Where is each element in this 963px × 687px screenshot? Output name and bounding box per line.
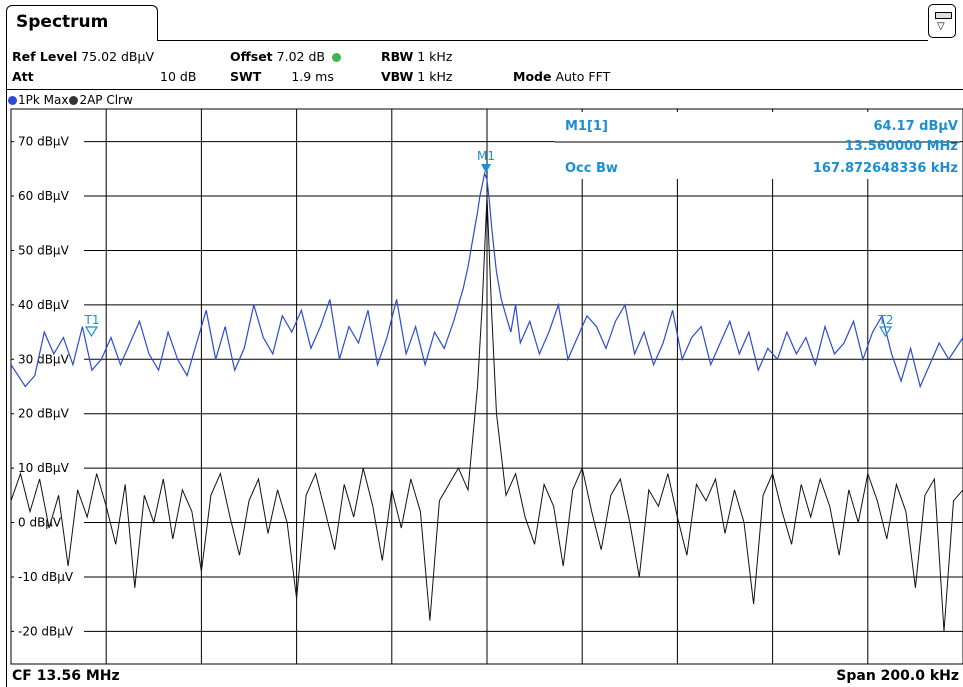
ref-level-value: 75.02 dBµV <box>81 49 155 64</box>
y-tick-label: -10 dBµV <box>18 570 74 584</box>
y-tick-label: 70 dBµV <box>18 135 70 149</box>
vbw-info: VBW 1 kHz <box>381 70 452 84</box>
grid <box>11 109 963 664</box>
marker-t2-tag[interactable]: T2 <box>878 313 894 327</box>
rbw-info: RBW 1 kHz <box>381 50 452 64</box>
occ-bw-value: 167.872648336 kHz <box>813 161 958 176</box>
vbw-value: 1 kHz <box>417 69 453 84</box>
trace2-label: 2AP Clrw <box>79 93 133 107</box>
span-value: Span 200.0 kHz <box>836 668 959 684</box>
y-tick-label-bg <box>14 460 84 476</box>
y-tick-label: 20 dBµV <box>18 407 70 421</box>
marker-m1-name: M1[1] <box>565 119 608 134</box>
ref-level-info: Ref Level 75.02 dBµV <box>12 50 154 64</box>
swt-label: SWT <box>230 69 262 84</box>
display-config-button[interactable]: ▽ <box>928 4 956 38</box>
marker-info-panel <box>555 112 960 179</box>
rbw-value: 1 kHz <box>417 49 453 64</box>
marker-m1-level: 64.17 dBµV <box>874 119 959 134</box>
ref-level-label: Ref Level <box>12 49 78 64</box>
marker-m1-icon[interactable] <box>481 164 491 173</box>
offset-info: Offset 7.02 dB <box>230 50 342 64</box>
y-tick-label-bg <box>14 514 84 530</box>
att-value-wrap: 10 dB <box>160 70 196 84</box>
header-separator <box>6 89 963 90</box>
y-tick-labels: 70 dBµV 60 dBµV 50 dBµV 40 dBµV 30 dBµV 20 dB… <box>14 133 84 639</box>
center-frequency: CF 13.56 MHz <box>12 668 120 684</box>
mode-label: Mode <box>513 69 552 84</box>
y-tick-label: 40 dBµV <box>18 298 70 312</box>
y-tick-label-bg <box>14 623 84 639</box>
status-led-icon <box>331 53 341 62</box>
y-tick-label-bg <box>14 242 84 258</box>
marker-t2-icon[interactable] <box>878 326 893 338</box>
marker-m1-tag[interactable]: M1 <box>477 149 495 163</box>
marker-m1-frequency: 13.560000 MHz <box>845 139 958 154</box>
mode-value: Auto FFT <box>555 69 611 84</box>
y-tick-label: -20 dBµV <box>18 624 74 638</box>
att-value: 10 dB <box>160 69 197 84</box>
occ-bw-label: Occ Bw <box>565 161 618 176</box>
frame-left-border <box>6 40 7 687</box>
y-tick-label-bg <box>14 405 84 421</box>
marker-t1-icon[interactable] <box>84 326 99 338</box>
y-tick-label: 0 dBµV <box>18 516 62 530</box>
marker-t1-tag[interactable]: T1 <box>84 313 100 327</box>
series-1Pk-Max <box>10 171 963 389</box>
swt-info: SWT 1.9 ms <box>230 70 334 84</box>
trace2-dot-icon <box>69 96 79 105</box>
vbw-label: VBW <box>381 69 414 84</box>
tab-spectrum[interactable]: Spectrum <box>6 5 158 41</box>
offset-label: Offset <box>230 49 273 64</box>
y-tick-label-bg <box>14 188 84 204</box>
att-label: Att <box>12 69 34 84</box>
tab-divider <box>158 40 928 41</box>
mode-info: Mode Auto FFT <box>513 70 610 84</box>
offset-value: 7.02 dB <box>276 49 325 64</box>
y-tick-label: 50 dBµV <box>18 243 70 257</box>
y-tick-label: 10 dBµV <box>18 461 70 475</box>
tab-label: Spectrum <box>16 12 109 32</box>
y-tick-label: 30 dBµV <box>18 352 70 366</box>
y-tick-label-bg <box>14 568 84 584</box>
y-tick-label-bg <box>14 296 84 312</box>
rbw-label: RBW <box>381 49 414 64</box>
window-icon <box>935 12 952 19</box>
swt-value: 1.9 ms <box>291 69 334 84</box>
chevron-down-icon: ▽ <box>937 21 945 32</box>
y-tick-label: 60 dBµV <box>18 189 70 203</box>
y-tick-label-bg <box>14 133 84 149</box>
series-2AP-Clrw <box>10 196 963 632</box>
y-tick-label-bg <box>14 351 84 367</box>
trace1-dot-icon <box>8 96 17 105</box>
trace-legend: 1Pk Max 2AP Clrw <box>8 93 133 107</box>
att-label-wrap: Att <box>12 70 34 84</box>
trace1-label: 1Pk Max <box>18 93 69 107</box>
